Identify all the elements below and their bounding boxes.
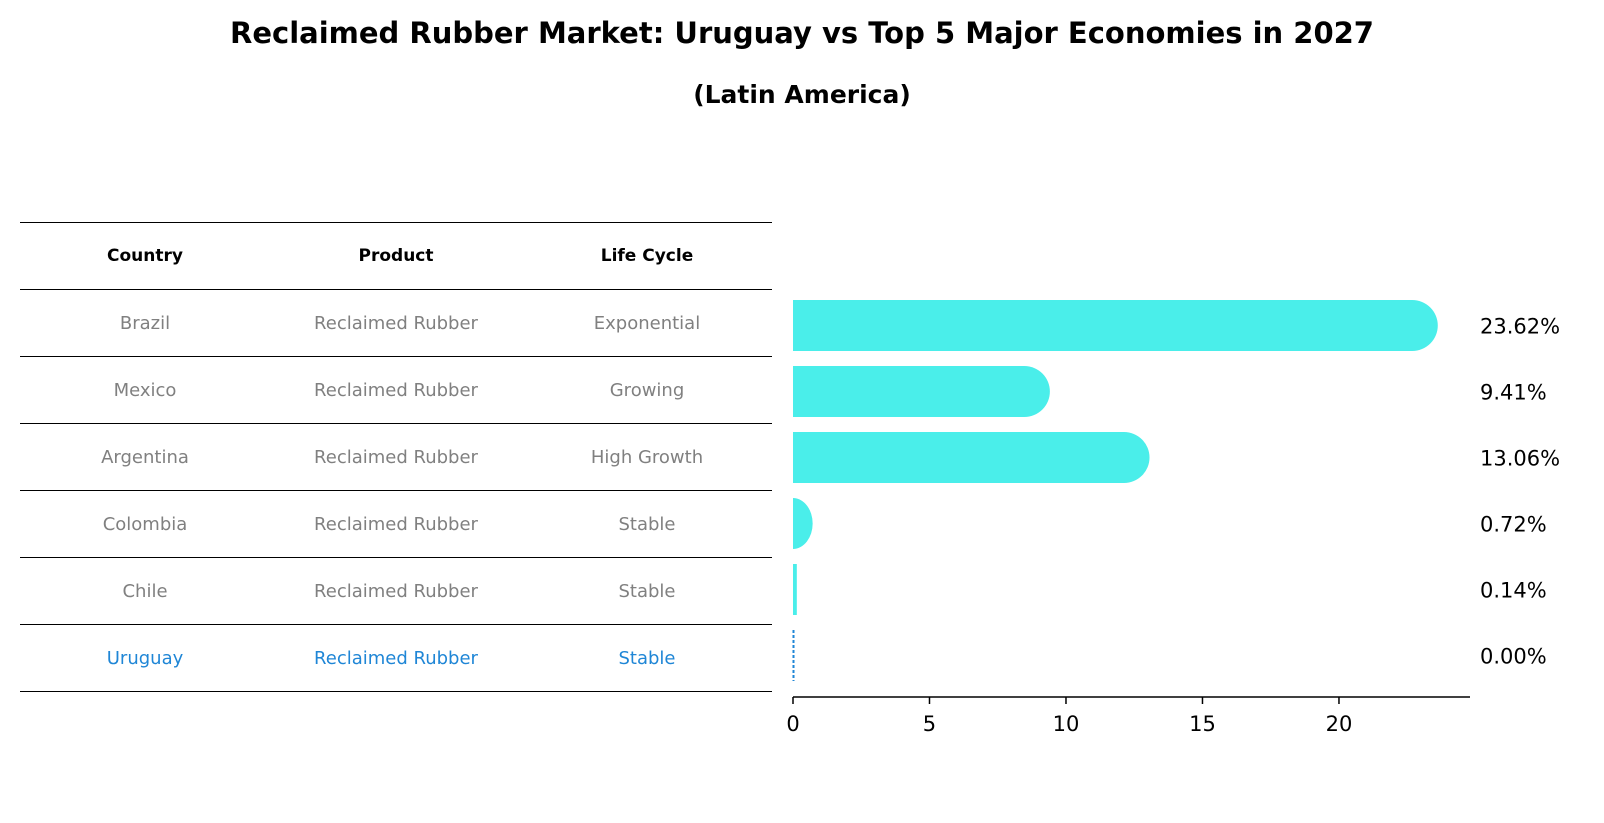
bar-value-label: 0.00%	[1480, 645, 1547, 669]
x-tick-label: 10	[1053, 712, 1080, 736]
x-tick-label: 15	[1189, 712, 1216, 736]
cell-product: Reclaimed Rubber	[270, 624, 522, 692]
cell-product: Reclaimed Rubber	[270, 557, 522, 625]
cell-product: Reclaimed Rubber	[270, 356, 522, 424]
cell-country: Chile	[20, 557, 270, 625]
cell-country: Argentina	[20, 423, 270, 491]
table-row: Brazil Reclaimed Rubber Exponential	[20, 289, 772, 357]
data-table: Country Product Life Cycle Brazil Reclai…	[20, 222, 772, 692]
cell-life-cycle: Stable	[522, 557, 772, 625]
cell-life-cycle: High Growth	[522, 423, 772, 491]
table-row: Argentina Reclaimed Rubber High Growth	[20, 423, 772, 491]
bar	[793, 366, 1050, 417]
bar	[793, 498, 813, 549]
x-tick-label: 20	[1326, 712, 1353, 736]
table-row: Colombia Reclaimed Rubber Stable	[20, 490, 772, 558]
cell-country: Brazil	[20, 289, 270, 357]
bar-value-label: 0.72%	[1480, 513, 1547, 537]
column-header-product: Product	[270, 222, 522, 290]
bar-value-label: 23.62%	[1480, 315, 1560, 339]
cell-country: Mexico	[20, 356, 270, 424]
cell-life-cycle: Growing	[522, 356, 772, 424]
table-row-highlighted: Uruguay Reclaimed Rubber Stable	[20, 624, 772, 692]
cell-life-cycle: Exponential	[522, 289, 772, 357]
cell-life-cycle: Stable	[522, 490, 772, 558]
x-tick-label: 0	[786, 712, 799, 736]
chart-title: Reclaimed Rubber Market: Uruguay vs Top …	[230, 16, 1374, 50]
market-table: Country Product Life Cycle Brazil Reclai…	[20, 222, 772, 692]
table-header-row: Country Product Life Cycle	[20, 222, 772, 290]
cell-country: Uruguay	[20, 624, 270, 692]
cell-life-cycle: Stable	[522, 624, 772, 692]
x-tick-label: 5	[923, 712, 936, 736]
table-row: Chile Reclaimed Rubber Stable	[20, 557, 772, 625]
bar-value-label: 13.06%	[1480, 447, 1560, 471]
bar-value-label: 0.14%	[1480, 579, 1547, 603]
cell-country: Colombia	[20, 490, 270, 558]
chart-subtitle: (Latin America)	[693, 80, 911, 109]
bar	[793, 300, 1438, 351]
column-header-life-cycle: Life Cycle	[522, 222, 772, 290]
column-header-country: Country	[20, 222, 270, 290]
cell-product: Reclaimed Rubber	[270, 423, 522, 491]
bar	[793, 432, 1150, 483]
cell-product: Reclaimed Rubber	[270, 289, 522, 357]
cell-product: Reclaimed Rubber	[270, 490, 522, 558]
bar-value-label: 9.41%	[1480, 381, 1547, 405]
bar	[793, 564, 797, 615]
table-row: Mexico Reclaimed Rubber Growing	[20, 356, 772, 424]
